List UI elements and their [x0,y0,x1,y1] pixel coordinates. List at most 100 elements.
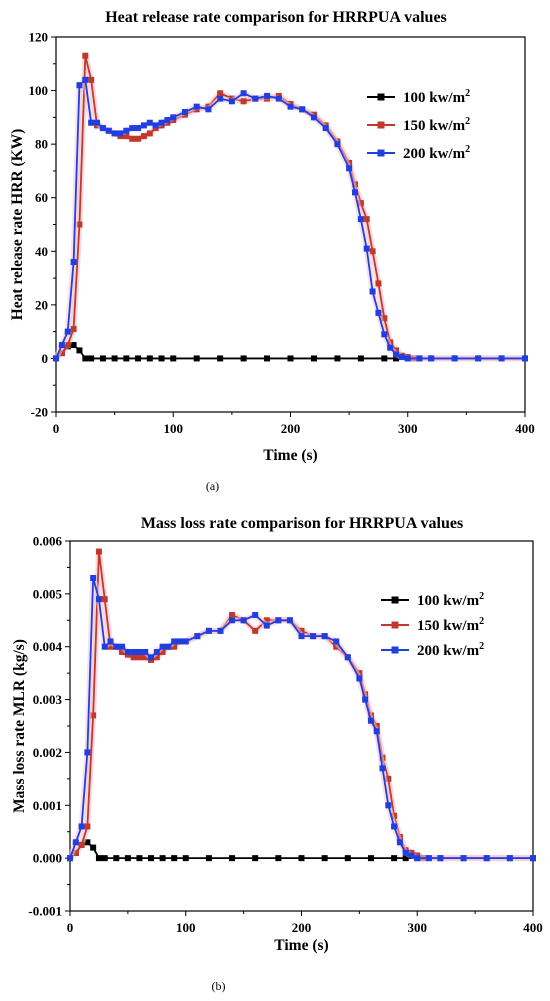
chart2-series-3-point [252,612,259,618]
chart2-series-2-point [142,654,149,661]
chart2-series-3-point [142,649,149,655]
chart2-series-3-point [356,675,363,682]
chart1-y-tick-label: 120 [29,30,49,45]
chart2-series-1-point [136,855,143,862]
chart2-series-3-point [402,849,409,856]
chart1-series-2-point [369,248,376,255]
chart1-series-3-point [398,354,405,361]
chart2-series-3-point [414,855,421,862]
chart1-series-3-point [299,106,306,113]
chart1-series-2-point [146,130,153,137]
chart2-series-3-point [176,638,183,645]
chart2-series-3-point [159,643,166,650]
chart2-series-3-point [95,596,102,603]
chart1-series-3-point [375,309,382,316]
chart2-legend-marker-1 [391,596,399,604]
chart2-series-2-point [153,654,160,661]
chart2-series-1-point [298,855,305,862]
chart1-y-tick-label: 0 [42,351,49,366]
chart1-series-3-point [416,355,423,362]
chart1-series-2-point [58,350,65,357]
chart1-series-3-point [76,82,83,89]
chart1-legend-label-1: 100 kw/m2 [403,88,470,106]
chart1-series-3-point [129,125,136,132]
chart1-series-1-point [240,355,247,362]
chart1-series-1-point [82,355,89,362]
chart2-x-tick-label: 300 [408,920,428,935]
chart1-series-3-point [357,216,364,223]
chart1-series-3-point [310,114,317,121]
chart2-series-3-point [182,638,189,645]
chart1-series-1-point [287,355,294,362]
chart1-series-1-point [217,355,224,362]
chart1-series-1-point [70,342,77,349]
chart2-series-3-point [124,649,131,655]
chart1-series-3-point [117,130,124,137]
chart1-series-2-point [140,133,147,140]
chart2-series-3-point [425,855,432,862]
chart2-series-3-point [275,617,282,624]
chart1-series-3-point [181,109,188,115]
chart1-series-3-point [404,355,411,362]
chart2-series-3-point [171,638,178,645]
chart1-series-1-point [393,355,400,362]
chart1-series-3-point [351,189,358,196]
chart1-legend-marker-2 [377,121,385,129]
chart1-series-1-point [381,355,388,362]
chart2-y-tick-label: 0.002 [33,745,62,760]
chart1-series-2-point [135,135,142,142]
chart1-legend-marker-3 [377,149,385,157]
chart2-series-1-point [113,855,120,862]
chart2-series-3-point [396,839,403,846]
chart1-series-3-point [428,355,435,362]
chart2-series-3-point [530,855,536,862]
chart1-series-3-point [105,127,112,134]
chart2-y-tick-label: 0.003 [33,692,63,707]
chart2-legend-marker-3 [391,646,399,654]
chart2-legend-marker-2 [391,621,399,629]
chart2-series-1-point [159,855,166,862]
chart2-series-1-point [101,855,108,862]
chart2-series-2-point [72,849,79,856]
chart2-series-2-point [263,617,270,624]
chart1-series-1-point [111,355,118,362]
chart1-series-3-point [275,95,282,102]
chart2-series-3-point [362,696,369,703]
chart2-y-tick-label: -0.001 [28,904,62,919]
chart1-title: Heat release rate comparison for HRRPUA … [105,9,447,26]
chart1-series-1-point [123,355,130,362]
chart2-series-3-point [344,654,351,661]
chart2-series-3-point [113,643,120,650]
chart2-series-1-point [275,855,282,862]
chart1-series-3-point [135,125,142,132]
chart1-series-3-point [64,328,71,335]
chart2-series-3-point [483,855,490,862]
chart2-series-2-point [95,548,102,555]
chart1-series-3-point [369,288,376,295]
chart2-series-1-point [367,855,374,862]
chart1-x-tick-label: 300 [398,421,418,436]
chart1-series-2-point [240,98,247,105]
chart1-series-3-point [322,125,329,132]
chart2-series-1-point [229,855,236,862]
chart2-series-3-point [321,633,328,640]
chart1-series-2-point [357,200,364,207]
chart1-series-2-point [123,133,130,140]
chart1-series-1-point [334,355,341,362]
chart2-series-2-point [84,823,91,830]
chart2-series-3-point [165,643,172,650]
chart1-series-2-point [381,315,388,322]
chart1-series-3-point [393,351,400,358]
chart2-series-3-point [506,855,513,862]
chart1-series-3-point [111,130,118,137]
chart2-series-1-point [84,839,91,846]
chart2-y-tick-label: 0.000 [33,851,62,866]
chart2-series-3-point [460,855,467,862]
chart1-x-tick-label: 0 [53,421,60,436]
chart1-series-3-point [146,119,153,126]
chart2-series-3-point [72,839,79,846]
chart1-series-3-point [363,245,370,252]
chart2-series-3-point [286,617,293,624]
chart2-series-2-point [385,775,392,782]
